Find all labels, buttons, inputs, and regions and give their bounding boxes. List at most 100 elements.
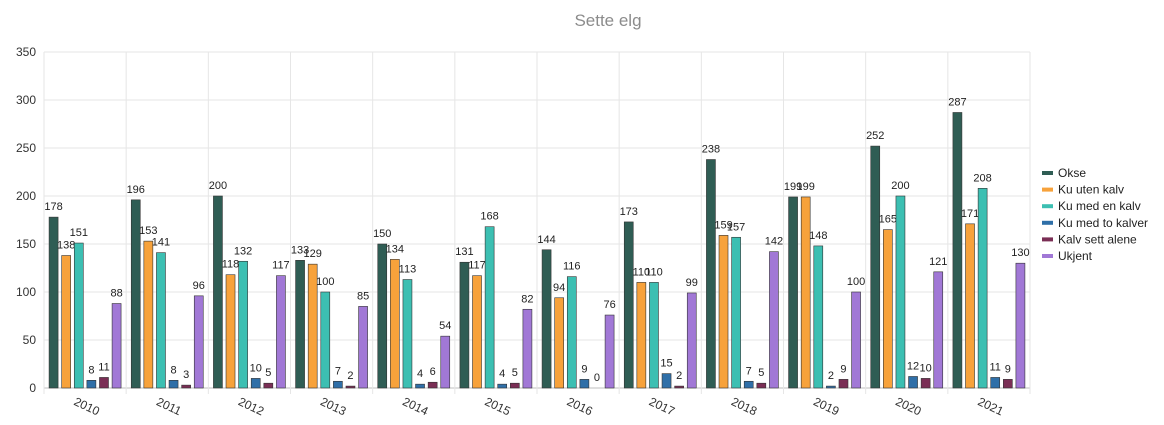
legend-swatch xyxy=(1042,204,1053,209)
bar xyxy=(307,263,318,389)
data-label: 117 xyxy=(468,260,486,272)
data-label: 150 xyxy=(373,228,391,240)
bar xyxy=(345,385,356,389)
data-label: 118 xyxy=(222,259,240,271)
bar xyxy=(250,378,261,389)
bar xyxy=(579,379,590,389)
data-label: 8 xyxy=(88,364,94,376)
bar xyxy=(225,274,236,389)
data-label: 82 xyxy=(521,293,533,305)
x-tick-label: 2014 xyxy=(400,394,430,418)
y-tick-label: 100 xyxy=(16,285,36,299)
bar xyxy=(320,291,331,389)
bar xyxy=(743,380,754,389)
data-label: 165 xyxy=(879,214,897,226)
bar xyxy=(111,303,122,389)
data-label: 0 xyxy=(594,372,600,384)
bar xyxy=(213,195,223,389)
bar xyxy=(276,275,286,389)
data-label: 252 xyxy=(866,130,884,142)
x-tick-label: 2012 xyxy=(236,394,266,418)
data-label: 178 xyxy=(44,201,62,213)
data-label: 9 xyxy=(581,363,587,375)
bar xyxy=(933,271,944,389)
bar xyxy=(554,297,564,389)
data-label: 121 xyxy=(929,256,947,268)
legend-swatch xyxy=(1042,220,1053,225)
bar xyxy=(238,260,248,389)
legend-label: Okse xyxy=(1058,166,1086,180)
bar xyxy=(851,291,861,389)
bar xyxy=(686,292,697,389)
bar xyxy=(977,188,988,389)
data-label: 132 xyxy=(234,245,252,257)
bar xyxy=(895,195,906,389)
bar xyxy=(427,381,438,389)
bar xyxy=(415,383,425,389)
data-label: 141 xyxy=(152,237,170,249)
bar xyxy=(756,382,767,389)
data-label: 4 xyxy=(417,368,423,380)
data-label: 199 xyxy=(784,181,802,193)
data-label: 85 xyxy=(357,290,369,302)
bar xyxy=(130,199,141,389)
data-label: 54 xyxy=(439,320,451,332)
bar xyxy=(402,279,413,389)
data-label: 10 xyxy=(250,362,262,374)
bar xyxy=(484,226,495,389)
data-label: 9 xyxy=(1005,363,1011,375)
bar xyxy=(952,112,963,389)
bar xyxy=(965,223,975,389)
bar xyxy=(522,308,533,389)
data-label: 7 xyxy=(335,365,341,377)
bar xyxy=(390,259,400,389)
x-tick-label: 2019 xyxy=(811,394,841,418)
x-tick-label: 2013 xyxy=(318,394,348,418)
data-label: 100 xyxy=(316,276,334,288)
data-label: 287 xyxy=(948,96,966,108)
bar xyxy=(788,196,798,389)
bar xyxy=(1015,262,1026,389)
x-tick-label: 2017 xyxy=(647,394,677,418)
bar xyxy=(263,382,274,389)
bar xyxy=(604,314,615,389)
data-label: 2 xyxy=(347,370,353,382)
bar xyxy=(459,261,470,389)
data-label: 151 xyxy=(70,227,88,239)
bar xyxy=(181,384,191,389)
data-label: 142 xyxy=(765,236,783,248)
legend-swatch xyxy=(1042,254,1053,258)
data-label: 3 xyxy=(183,369,189,381)
bar xyxy=(358,306,368,389)
bar xyxy=(870,145,881,389)
data-label: 15 xyxy=(660,358,672,370)
bar xyxy=(472,275,482,389)
data-label: 110 xyxy=(633,266,651,278)
bar xyxy=(48,216,59,389)
bar xyxy=(826,385,836,389)
bar xyxy=(800,196,811,389)
bar xyxy=(838,379,849,389)
y-tick-label: 300 xyxy=(16,93,36,107)
y-tick-label: 150 xyxy=(16,237,36,251)
legend-label: Ku med en kalv xyxy=(1058,199,1141,213)
data-label: 144 xyxy=(537,234,555,246)
data-label: 2 xyxy=(828,370,834,382)
data-label: 208 xyxy=(973,172,991,184)
data-label: 200 xyxy=(891,180,909,192)
bar xyxy=(908,376,918,389)
bar xyxy=(883,229,893,389)
bar xyxy=(73,242,84,389)
bar xyxy=(706,159,716,389)
bar xyxy=(541,249,552,389)
bar xyxy=(440,335,451,389)
bar xyxy=(920,378,931,389)
y-tick-label: 0 xyxy=(29,381,36,395)
bar xyxy=(295,260,305,389)
data-label: 94 xyxy=(553,282,565,294)
data-label: 5 xyxy=(512,367,518,379)
bar xyxy=(156,252,166,389)
data-label: 134 xyxy=(386,243,404,255)
bar xyxy=(99,377,109,389)
